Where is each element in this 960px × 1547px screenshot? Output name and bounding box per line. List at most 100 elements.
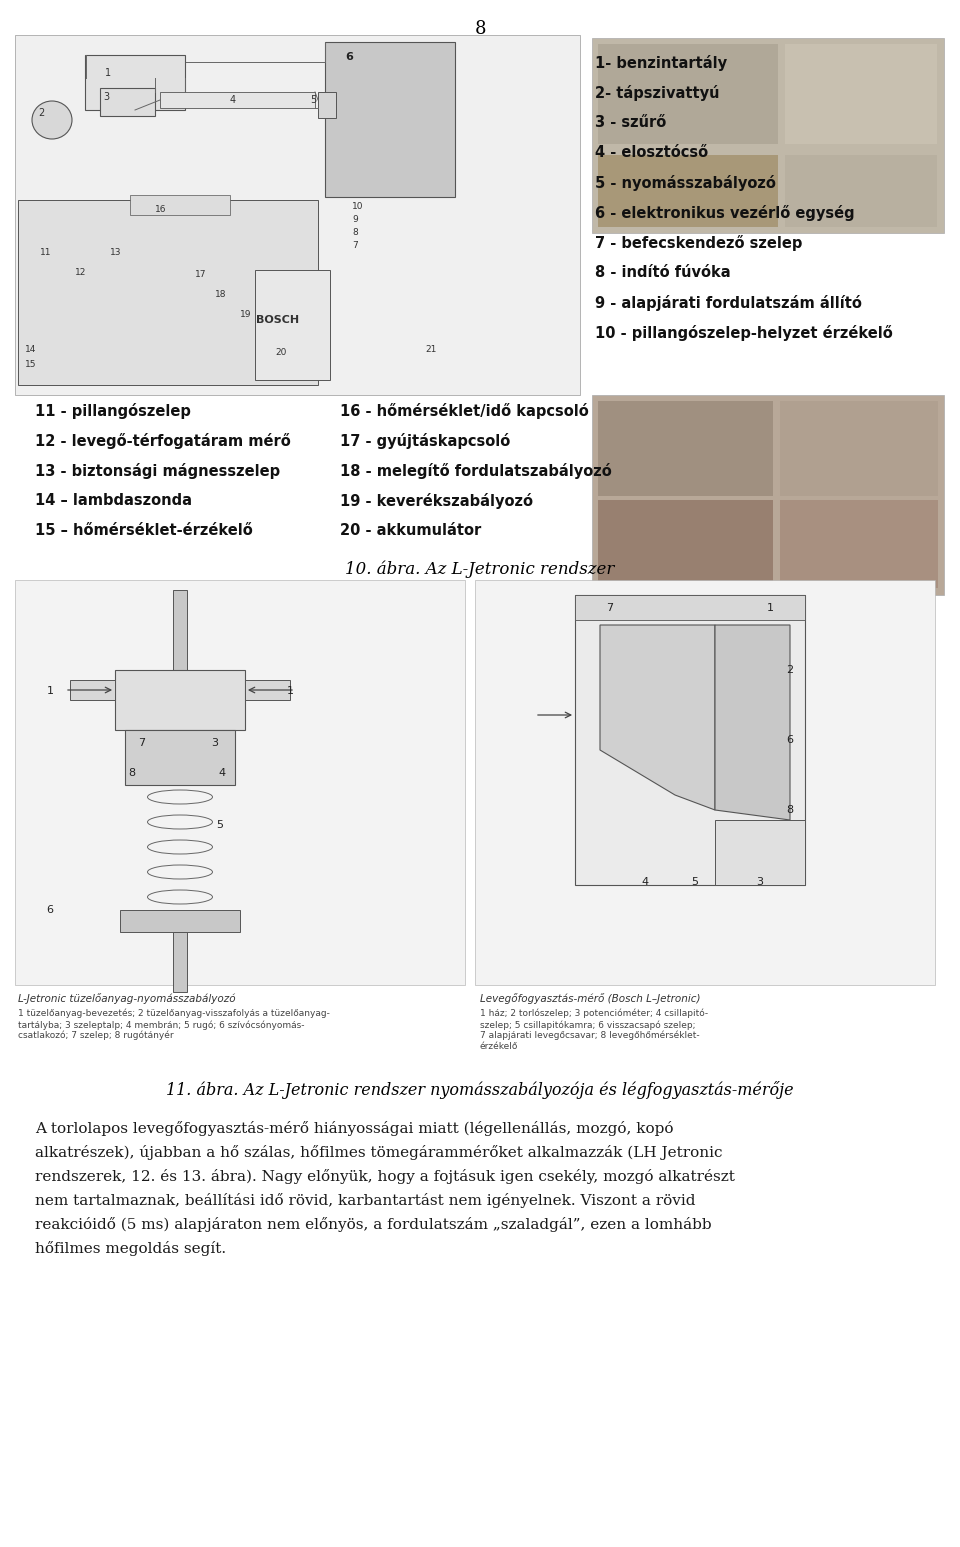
Bar: [15, 580, 465, 985]
Text: 7: 7: [352, 241, 358, 251]
Text: 1 ház; 2 torlószelep; 3 potencióméter; 4 csillapitó-
szelep; 5 csillapitókamra; : 1 ház; 2 torlószelep; 3 potencióméter; 4…: [480, 1009, 708, 1050]
Bar: [325, 42, 455, 196]
Text: 2- tápszivattyú: 2- tápszivattyú: [595, 85, 719, 101]
Text: 2: 2: [786, 665, 794, 674]
Text: alkatrészek), újabban a hő szálas, hőfilmes tömegárammérőket alkalmazzák (LH Jet: alkatrészek), újabban a hő szálas, hőfil…: [35, 1145, 723, 1160]
Bar: [255, 271, 330, 381]
Ellipse shape: [32, 101, 72, 139]
Bar: [318, 91, 336, 118]
Text: Levegőfogyasztás-mérő (Bosch L–Jetronic): Levegőfogyasztás-mérő (Bosch L–Jetronic): [480, 993, 701, 1004]
Text: 3 - szűrő: 3 - szűrő: [595, 114, 666, 130]
Text: 10 - pillangószelep-helyzet érzékelő: 10 - pillangószelep-helyzet érzékelő: [595, 325, 893, 340]
Text: 3: 3: [211, 738, 219, 749]
Text: 1: 1: [105, 68, 111, 77]
Text: 5: 5: [691, 877, 699, 886]
Bar: [475, 580, 935, 985]
Text: 7 - befecskendező szelep: 7 - befecskendező szelep: [595, 235, 803, 251]
Bar: [173, 589, 187, 670]
Bar: [598, 401, 773, 497]
Text: 19 - keverékszabályozó: 19 - keverékszabályozó: [340, 493, 533, 509]
Text: 18 - melegítő fordulatszabályozó: 18 - melegítő fordulatszabályozó: [340, 463, 612, 480]
Text: 15: 15: [25, 360, 36, 370]
Bar: [160, 91, 315, 108]
Text: 12: 12: [75, 268, 86, 277]
Text: 17 - gyújtáskapcsoló: 17 - gyújtáskapcsoló: [340, 433, 511, 449]
Text: 17: 17: [195, 271, 206, 278]
Text: 18: 18: [215, 289, 227, 299]
Bar: [85, 56, 185, 110]
Bar: [125, 730, 235, 784]
Text: 14: 14: [25, 345, 36, 354]
Bar: [100, 88, 155, 116]
Bar: [115, 670, 245, 730]
Polygon shape: [600, 625, 715, 811]
Bar: [785, 43, 937, 144]
Bar: [173, 931, 187, 992]
Text: 5 - nyomásszabályozó: 5 - nyomásszabályozó: [595, 175, 776, 190]
Bar: [575, 596, 805, 885]
Text: BOSCH: BOSCH: [256, 316, 300, 325]
Text: 6: 6: [46, 905, 54, 914]
Bar: [245, 681, 290, 699]
Text: 21: 21: [425, 345, 437, 354]
Text: 6: 6: [786, 735, 794, 746]
Bar: [780, 500, 938, 588]
Text: 11: 11: [40, 248, 52, 257]
Text: 20 - akkumulátor: 20 - akkumulátor: [340, 523, 481, 538]
Text: 5: 5: [217, 820, 224, 831]
Text: 16: 16: [155, 206, 166, 213]
Text: hőfilmes megoldás segít.: hőfilmes megoldás segít.: [35, 1241, 227, 1256]
Bar: [120, 910, 240, 931]
Text: 8: 8: [129, 767, 135, 778]
Text: 3: 3: [756, 877, 763, 886]
Bar: [715, 820, 805, 885]
Text: 7: 7: [138, 738, 146, 749]
Text: 6: 6: [345, 53, 353, 62]
Text: 8: 8: [474, 20, 486, 39]
Text: 6 - elektronikus vezérlő egység: 6 - elektronikus vezérlő egység: [595, 206, 854, 221]
Text: 11. ábra. Az L-Jetronic rendszer nyomásszabályozója és légfogyasztás-mérője: 11. ábra. Az L-Jetronic rendszer nyomáss…: [166, 1081, 794, 1098]
Text: L-Jetronic tüzelőanyag-nyomásszabályozó: L-Jetronic tüzelőanyag-nyomásszabályozó: [18, 993, 235, 1004]
Text: rendszerek, 12. és 13. ábra). Nagy előnyük, hogy a fojtásuk igen csekély, mozgó : rendszerek, 12. és 13. ábra). Nagy előny…: [35, 1170, 734, 1183]
Text: 4 - elosztócső: 4 - elosztócső: [595, 145, 708, 159]
Text: 8: 8: [786, 804, 794, 815]
Bar: [592, 394, 944, 596]
Text: 13 - biztonsági mágnesszelep: 13 - biztonsági mágnesszelep: [35, 463, 280, 480]
Text: 1 tüzelőanyag-bevezetés; 2 tüzelőanyag-visszafolyás a tüzelőanyag-
tartályba; 3 : 1 tüzelőanyag-bevezetés; 2 tüzelőanyag-v…: [18, 1009, 330, 1041]
Text: 1: 1: [286, 685, 294, 696]
Bar: [18, 200, 318, 385]
Bar: [70, 681, 115, 699]
Bar: [130, 195, 230, 215]
Text: 8 - indító fúvóka: 8 - indító fúvóka: [595, 265, 731, 280]
Text: 5: 5: [310, 94, 316, 105]
Polygon shape: [715, 625, 790, 820]
Text: 16 - hőmérséklet/idő kapcsoló: 16 - hőmérséklet/idő kapcsoló: [340, 404, 588, 419]
Text: nem tartalmaznak, beállítási idő rövid, karbantartást nem igényelnek. Viszont a : nem tartalmaznak, beállítási idő rövid, …: [35, 1193, 695, 1208]
Bar: [598, 500, 773, 588]
Bar: [598, 43, 778, 144]
Text: 10. ábra. Az L-Jetronic rendszer: 10. ábra. Az L-Jetronic rendszer: [346, 560, 614, 577]
Text: 9: 9: [352, 215, 358, 224]
Text: 2: 2: [38, 108, 44, 118]
Text: 1: 1: [46, 685, 54, 696]
Bar: [598, 155, 778, 227]
Text: 11 - pillangószelep: 11 - pillangószelep: [35, 404, 191, 419]
Text: 13: 13: [110, 248, 122, 257]
Text: reakcióidő (5 ms) alapjáraton nem előnyös, a fordulatszám „szaladgál”, ezen a lo: reakcióidő (5 ms) alapjáraton nem előnyö…: [35, 1217, 711, 1231]
Text: 4: 4: [230, 94, 236, 105]
Bar: [785, 155, 937, 227]
Text: 7: 7: [607, 603, 613, 613]
Text: 14 – lambdaszonda: 14 – lambdaszonda: [35, 493, 192, 507]
Text: 10: 10: [352, 203, 364, 210]
Text: A torlolapos levegőfogyasztás-mérő hiányosságai miatt (légellenállás, mozgó, kop: A torlolapos levegőfogyasztás-mérő hiány…: [35, 1122, 674, 1135]
Text: 1- benzintartály: 1- benzintartály: [595, 56, 727, 71]
Text: 4: 4: [641, 877, 649, 886]
Text: 9 - alapjárati fordulatszám állító: 9 - alapjárati fordulatszám állító: [595, 295, 862, 311]
Bar: [592, 39, 944, 234]
Bar: [575, 596, 805, 620]
Text: 19: 19: [240, 309, 252, 319]
Text: 20: 20: [276, 348, 287, 357]
Text: 3: 3: [103, 91, 109, 102]
Text: 15 – hőmérséklet-érzékelő: 15 – hőmérséklet-érzékelő: [35, 523, 252, 538]
Text: 12 - levegő-térfogatáram mérő: 12 - levegő-térfogatáram mérő: [35, 433, 291, 449]
